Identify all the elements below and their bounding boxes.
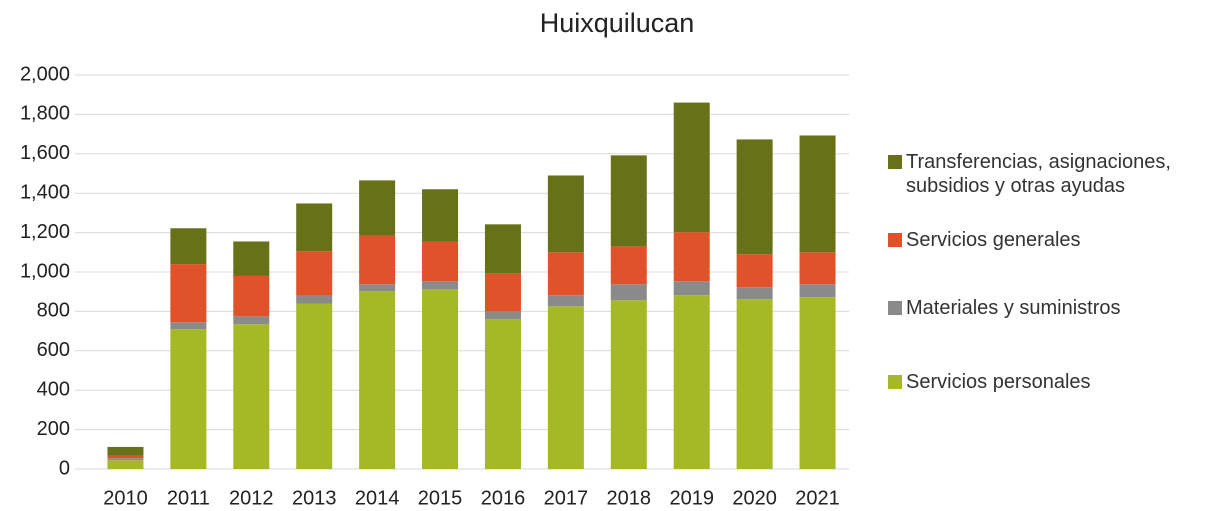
bar-segment: [107, 455, 144, 459]
legend-swatch: [888, 301, 902, 315]
x-tick-label: 2021: [795, 487, 840, 509]
bar-segment: [547, 306, 584, 469]
legend-swatch: [888, 155, 902, 169]
bar-segment: [233, 324, 270, 469]
x-tick-label: 2019: [669, 487, 714, 509]
bar-segment: [484, 224, 521, 274]
bar-segment: [484, 311, 521, 320]
y-tick-label: 1,400: [20, 181, 70, 203]
legend-item: Servicios generales: [888, 228, 1218, 252]
bar-segment: [799, 297, 836, 469]
x-tick-label: 2018: [607, 487, 652, 509]
bar-segment: [170, 322, 207, 330]
y-tick-label: 400: [37, 378, 70, 400]
bar-segment: [736, 139, 773, 255]
legend-item: Transferencias, asignaciones, subsidios …: [888, 150, 1218, 198]
bar-segment: [673, 295, 710, 469]
bar-segment: [422, 241, 459, 282]
bar-segment: [296, 251, 333, 296]
bar-segment: [359, 180, 396, 236]
x-tick-label: 2013: [292, 487, 337, 509]
bar-segment: [610, 284, 647, 301]
x-tick-label: 2010: [103, 487, 148, 509]
y-tick-label: 800: [37, 300, 70, 322]
legend-label: Servicios personales: [906, 371, 1091, 393]
bar-segment: [673, 281, 710, 296]
bar-segment: [610, 246, 647, 285]
y-tick-label: 2,000: [20, 63, 70, 85]
chart-title: Huixquilucan: [540, 8, 695, 38]
legend-swatch: [888, 233, 902, 247]
legend-item: Materiales y suministros: [888, 296, 1218, 320]
bar-segment: [107, 460, 144, 469]
bar-segment: [799, 135, 836, 253]
bar-segment: [359, 291, 396, 469]
bar-segment: [736, 299, 773, 469]
bar-segment: [233, 241, 270, 276]
bar-segment: [296, 303, 333, 469]
y-tick-label: 200: [37, 418, 70, 440]
x-tick-label: 2016: [481, 487, 526, 509]
x-tick-label: 2014: [355, 487, 400, 509]
bar-segment: [484, 273, 521, 312]
bar-segment: [547, 252, 584, 296]
x-tick-label: 2020: [732, 487, 777, 509]
y-tick-label: 1,200: [20, 221, 70, 243]
bar-segment: [107, 458, 144, 461]
bar-segment: [296, 295, 333, 304]
bar-segment: [359, 284, 396, 292]
y-tick-label: 1,800: [20, 103, 70, 125]
x-tick-label: 2015: [418, 487, 463, 509]
x-tick-label: 2017: [544, 487, 589, 509]
bar-segment: [170, 329, 207, 469]
bar-segment: [673, 102, 710, 233]
bar-segment: [170, 228, 207, 265]
bar-segment: [233, 316, 270, 325]
bar-segment: [610, 155, 647, 247]
x-tick-label: 2011: [167, 487, 210, 509]
bar-segment: [736, 254, 773, 288]
y-tick-label: 600: [37, 339, 70, 361]
bar-segment: [170, 264, 207, 323]
legend-label: Materiales y suministros: [906, 297, 1121, 319]
bar-segment: [484, 319, 521, 469]
bar-segment: [547, 175, 584, 253]
bar-segment: [422, 289, 459, 469]
bar-segment: [736, 287, 773, 300]
bar-segment: [296, 203, 333, 252]
legend-item: Servicios personales: [888, 370, 1218, 394]
legend-label: Servicios generales: [906, 229, 1081, 251]
bar-segment: [799, 284, 836, 298]
bar-segment: [359, 235, 396, 285]
bar-segment: [422, 189, 459, 242]
legend-label: Transferencias, asignaciones, subsidios …: [906, 151, 1171, 197]
y-tick-label: 1,000: [20, 260, 70, 282]
y-tick-label: 1,600: [20, 142, 70, 164]
bar-segment: [673, 232, 710, 282]
bar-segment: [799, 252, 836, 285]
bar-segment: [547, 295, 584, 307]
x-tick-label: 2012: [229, 487, 274, 509]
bar-segment: [422, 281, 459, 290]
y-tick-label: 0: [59, 457, 70, 479]
bar-segment: [107, 446, 144, 456]
bar-segment: [233, 275, 270, 317]
legend-swatch: [888, 375, 902, 389]
bar-segment: [610, 300, 647, 469]
